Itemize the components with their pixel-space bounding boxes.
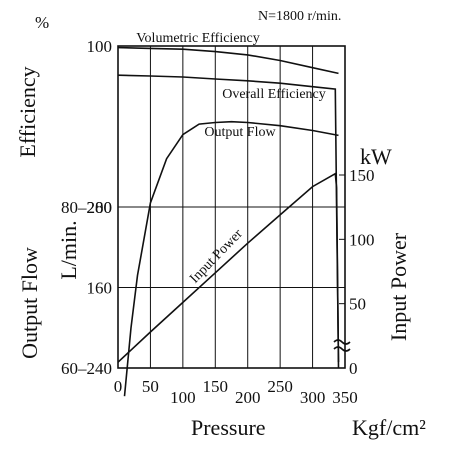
labels: 0 50 100 150 200 250 300 350 100 80–280 60–240 200 1… bbox=[61, 31, 375, 407]
axis-break-mark-upper bbox=[333, 339, 351, 345]
grid bbox=[118, 45, 345, 369]
right-tick-label: 150 bbox=[349, 166, 375, 185]
volumetric-efficiency-label: Volumetric Efficiency bbox=[136, 31, 260, 46]
curves bbox=[117, 46, 340, 397]
efficiency-unit: % bbox=[35, 13, 49, 32]
right-tick-label: 50 bbox=[349, 295, 366, 314]
overall-efficiency-curve bbox=[123, 120, 339, 397]
left-tick-label: 100 bbox=[87, 37, 113, 56]
output-flow-label: Output Flow bbox=[204, 125, 276, 140]
left-tick-label: 60–240 bbox=[61, 359, 112, 378]
input-power-label: Input Power bbox=[187, 226, 246, 286]
x-tick-label: 300 bbox=[300, 388, 326, 407]
x-tick-label: 0 bbox=[114, 377, 123, 396]
efficiency-axis-title: Efficiency bbox=[15, 66, 40, 157]
input-power-curve bbox=[117, 172, 340, 369]
x-tick-label: 50 bbox=[142, 377, 159, 396]
x-tick-label: 200 bbox=[235, 388, 261, 407]
left-tick-label: 160 bbox=[87, 279, 113, 298]
x-tick-label: 150 bbox=[203, 377, 229, 396]
output-flow-curve bbox=[117, 74, 340, 363]
power-axis-title: Input Power bbox=[386, 232, 411, 341]
left-tick-label: 200 bbox=[87, 198, 113, 217]
plot-frame bbox=[117, 45, 346, 369]
right-tick-label: 100 bbox=[349, 230, 375, 249]
left-tick-label: 80–280 bbox=[61, 198, 112, 217]
power-axis-unit: kW bbox=[360, 144, 392, 169]
flow-axis-title: Output Flow bbox=[17, 247, 42, 359]
x-tick-label: 250 bbox=[267, 377, 293, 396]
x-tick-label: 100 bbox=[170, 388, 196, 407]
volumetric-efficiency-curve bbox=[117, 46, 339, 75]
x-axis-title: Pressure bbox=[191, 415, 266, 440]
axis-break-mark-lower bbox=[333, 346, 351, 352]
x-tick-label: 350 bbox=[332, 388, 358, 407]
condition-label: N=1800 r/min. bbox=[258, 9, 341, 24]
overall-efficiency-label: Overall Efficiency bbox=[222, 87, 326, 102]
right-tick-label: 0 bbox=[349, 359, 358, 378]
x-axis-unit: Kgf/cm² bbox=[352, 415, 426, 440]
flow-axis-unit: L/min. bbox=[56, 220, 81, 279]
